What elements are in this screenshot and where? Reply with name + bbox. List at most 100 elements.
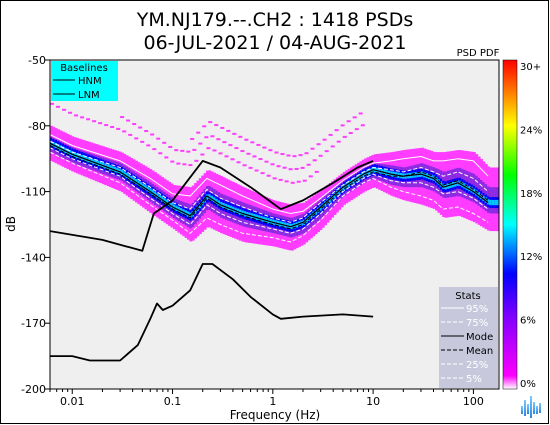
pdf-peak-band (461, 182, 465, 188)
pdf-peak-band (314, 209, 318, 215)
pdf-outlier-mark (254, 169, 259, 172)
pdf-peak-band (208, 194, 212, 200)
pdf-outlier-mark (134, 137, 139, 140)
pdf-peak-band (146, 186, 150, 192)
pdf-outlier-mark (340, 124, 345, 127)
colorbar-title: PSD PDF (457, 48, 500, 59)
pdf-peak-band (496, 199, 499, 206)
pdf-outlier-mark (104, 124, 109, 127)
series-line-75pct (50, 140, 489, 223)
p5-legend-label: 5% (466, 374, 482, 385)
pdf-outlier-mark (68, 111, 73, 114)
series-line-25pct (50, 147, 489, 234)
pdf-outlier-mark (266, 174, 271, 177)
pdf-outlier-mark (360, 124, 365, 127)
pdf-outlier-mark (298, 154, 303, 157)
pdf-peak-band (52, 141, 56, 148)
x-tick-label-1: 0.1 (164, 395, 182, 408)
x-tick-label-4: 100 (463, 395, 484, 408)
pdf-peak-band (302, 219, 306, 226)
pdf-outlier-mark (210, 135, 215, 138)
pdf-peak-band (319, 205, 323, 211)
pdf-outlier-mark (318, 154, 323, 157)
pdf-outlier-mark (260, 172, 265, 175)
pdf-peak-band (120, 169, 124, 175)
pdf-peak-band (468, 186, 472, 192)
colorbar-label-2: 18% (520, 189, 542, 200)
pdf-outlier-mark (80, 116, 85, 119)
pdf-peak-band (135, 179, 139, 185)
pdf-peak-band (61, 146, 65, 152)
series-line-95pct (50, 134, 489, 214)
pdf-outlier-mark (302, 179, 307, 182)
baselines-legend-title: Baselines (60, 63, 108, 74)
p25-legend-label: 25% (466, 360, 488, 371)
pdf-outlier-mark (218, 152, 223, 155)
baseline-lines-layer (50, 159, 374, 362)
pdf-peak-band (305, 217, 309, 224)
pdf-peak-band (161, 196, 164, 202)
pdf-peak-band (57, 144, 61, 150)
pdf-peak-band (321, 203, 325, 209)
pdf-peak-band (477, 192, 481, 198)
colorbar-label-1: 24% (520, 125, 542, 136)
pdf-outlier-mark (204, 136, 209, 139)
pdf-peak-band (123, 171, 127, 177)
pdf-peak-band (54, 143, 58, 149)
pdf-outlier-mark (300, 166, 305, 169)
pdf-peak-band (437, 179, 441, 185)
pdf-peak-band (328, 197, 332, 203)
pdf-peak-band (163, 198, 167, 204)
y-tick-label-3: -140 (21, 251, 46, 264)
pdf-peak-band (484, 197, 488, 203)
pdf-outlier-mark (120, 116, 125, 119)
pdf-outlier-mark (252, 155, 257, 158)
pdf-outlier-mark (194, 159, 199, 162)
pdf-peak-band (432, 175, 436, 181)
pdf-peak-band (335, 190, 339, 197)
pdf-outlier-mark (200, 153, 205, 156)
pdf-outlier-mark (272, 177, 277, 180)
pdf-outlier-mark (138, 126, 143, 129)
pdf-outlier-mark (98, 122, 103, 125)
pdf-outlier-mark (86, 118, 91, 121)
pdf-outlier-mark (328, 133, 333, 136)
pdf-peak-band (479, 193, 483, 200)
pdf-outlier-mark (304, 152, 309, 155)
pdf-peak-band (350, 180, 353, 186)
pdf-outlier-mark (262, 146, 267, 149)
pdf-outlier-mark (316, 143, 321, 146)
colorbar-label-3: 12% (520, 252, 542, 263)
pdf-outlier-mark (234, 147, 239, 150)
pdf-outlier-mark (282, 166, 287, 169)
y-axis-label: dB (4, 216, 18, 232)
pdf-peak-band (156, 193, 160, 199)
pdf-peak-band (125, 172, 129, 179)
pdf-peak-band (482, 195, 486, 201)
pdf-peak-band (475, 190, 479, 196)
pdf-peak-band (182, 209, 186, 215)
series-line-5pct (50, 151, 489, 243)
pdf-outlier-mark (212, 149, 217, 152)
hnm-legend-label: HNM (78, 76, 102, 87)
pdf-peak-band (168, 201, 172, 207)
pdf-peak-band (470, 187, 474, 193)
pdf-peak-band (59, 145, 63, 151)
pdf-outlier-mark (126, 119, 131, 122)
pdf-outlier-mark (144, 130, 149, 133)
pdf-outlier-mark (216, 138, 221, 141)
pdf-outlier-mark (258, 158, 263, 161)
pdf-peak-band (194, 208, 198, 214)
pdf-outlier-mark (294, 167, 299, 170)
pdf-outlier-mark (50, 102, 54, 105)
pdf-outlier-mark (334, 129, 339, 132)
pdf-outlier-mark (284, 180, 289, 183)
pdf-peak-band (316, 207, 320, 213)
y-tick-label-1: -80 (28, 120, 46, 133)
colorbar: PSD PDF 30+ 24% 18% 12% 6% 0% (457, 48, 543, 390)
pdf-outlier-mark (186, 150, 191, 153)
pdf-outlier-mark (188, 164, 193, 167)
pdf-outlier-mark (176, 162, 181, 165)
